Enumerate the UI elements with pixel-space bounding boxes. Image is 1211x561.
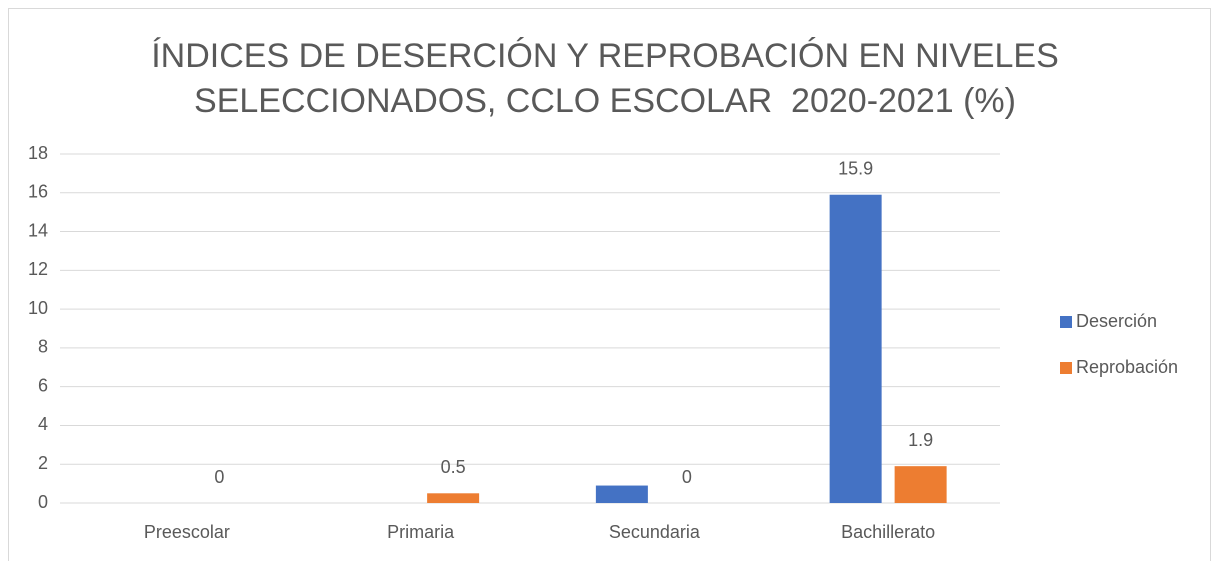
y-tick-label: 4 xyxy=(38,414,48,434)
y-tick-label: 2 xyxy=(38,453,48,473)
y-tick-label: 14 xyxy=(28,220,48,240)
y-tick-label: 18 xyxy=(28,143,48,163)
legend-label: Deserción xyxy=(1076,311,1157,331)
chart-title: SELECCIONADOS, CCLO ESCOLAR 2020-2021 (%… xyxy=(194,82,1016,120)
bar xyxy=(595,485,648,503)
legend-swatch xyxy=(1060,316,1072,328)
y-tick-label: 10 xyxy=(28,298,48,318)
data-label: 0 xyxy=(682,467,692,487)
data-label: 0.5 xyxy=(441,457,466,477)
y-tick-label: 6 xyxy=(38,375,48,395)
data-label: 1.9 xyxy=(908,430,933,450)
x-tick-label: Preescolar xyxy=(144,522,230,542)
legend-label: Reprobación xyxy=(1076,357,1178,377)
x-tick-label: Bachillerato xyxy=(841,522,935,542)
bar xyxy=(829,194,882,503)
chart-title: ÍNDICES DE DESERCIÓN Y REPROBACIÓN EN NI… xyxy=(151,37,1059,75)
data-label: 0 xyxy=(214,467,224,487)
legend-swatch xyxy=(1060,362,1072,374)
y-tick-label: 8 xyxy=(38,337,48,357)
y-tick-label: 12 xyxy=(28,259,48,279)
data-label: 15.9 xyxy=(838,158,873,178)
bar xyxy=(894,466,947,503)
y-tick-label: 16 xyxy=(28,182,48,202)
bar xyxy=(427,493,480,503)
x-tick-label: Secundaria xyxy=(609,522,701,542)
x-tick-label: Primaria xyxy=(387,522,455,542)
y-tick-label: 0 xyxy=(38,492,48,512)
